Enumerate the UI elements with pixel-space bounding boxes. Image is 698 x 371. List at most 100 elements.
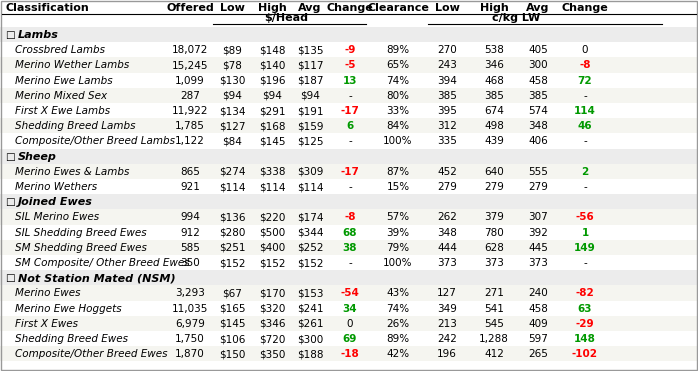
Text: 348: 348 [437,228,457,238]
Text: 11,922: 11,922 [172,106,208,116]
Bar [0,285,698,301]
Text: 15%: 15% [387,182,410,192]
Text: 100%: 100% [383,258,413,268]
Text: 574: 574 [528,106,548,116]
Text: Merino Ewe Hoggets: Merino Ewe Hoggets [15,304,121,314]
Bar [0,118,698,134]
Text: 13: 13 [343,76,357,86]
Text: $261: $261 [297,319,323,329]
Text: $145: $145 [259,137,285,147]
Text: $89: $89 [222,45,242,55]
Text: 1,870: 1,870 [175,349,205,359]
Text: 385: 385 [484,91,504,101]
Text: First X Ewes: First X Ewes [15,319,78,329]
Text: -: - [583,258,587,268]
Text: 628: 628 [484,243,504,253]
Text: 39%: 39% [387,228,410,238]
Text: 89%: 89% [387,45,410,55]
Text: Merino Wethers: Merino Wethers [15,182,97,192]
Text: $94: $94 [262,91,282,101]
Text: 674: 674 [484,106,504,116]
Text: $291: $291 [259,106,285,116]
Text: $500: $500 [259,228,285,238]
Text: Sheep: Sheep [18,152,57,162]
Text: 385: 385 [437,91,457,101]
Text: 196: 196 [437,349,457,359]
Text: 452: 452 [437,167,457,177]
Text: $135: $135 [297,45,323,55]
Text: $338: $338 [259,167,285,177]
Text: 468: 468 [484,76,504,86]
Text: -102: -102 [572,349,598,359]
Bar [0,316,698,331]
Text: $127: $127 [218,121,245,131]
Text: Shedding Breed Lambs: Shedding Breed Lambs [15,121,135,131]
Text: 865: 865 [180,167,200,177]
Text: High: High [258,3,286,13]
Text: 57%: 57% [387,213,410,223]
Text: 89%: 89% [387,334,410,344]
Text: Avg: Avg [526,3,550,13]
Bar [0,179,698,194]
Text: Merino Ewe Lambs: Merino Ewe Lambs [15,76,112,86]
Text: 406: 406 [528,137,548,147]
Bar [0,301,698,316]
Text: 445: 445 [528,243,548,253]
Text: Merino Ewes & Lambs: Merino Ewes & Lambs [15,167,129,177]
Text: $196: $196 [259,76,285,86]
Text: 279: 279 [484,182,504,192]
Text: -: - [583,182,587,192]
Bar [0,73,698,88]
Text: 271: 271 [484,289,504,299]
Text: 15,245: 15,245 [172,60,208,70]
Text: 335: 335 [437,137,457,147]
Bar [0,255,698,270]
Text: 2: 2 [581,167,588,177]
Text: 538: 538 [484,45,504,55]
Text: High: High [480,3,508,13]
Text: 1: 1 [581,228,588,238]
Text: 0: 0 [581,45,588,55]
Text: $188: $188 [297,349,323,359]
Text: $134: $134 [218,106,245,116]
Text: 439: 439 [484,137,504,147]
Text: $114: $114 [218,182,245,192]
Text: SM Composite/ Other Breed Ewes: SM Composite/ Other Breed Ewes [15,258,190,268]
Text: $241: $241 [297,304,323,314]
Text: 348: 348 [528,121,548,131]
Text: 3,293: 3,293 [175,289,205,299]
Text: 63: 63 [578,304,592,314]
Text: 412: 412 [484,349,504,359]
Text: SM Shedding Breed Ewes: SM Shedding Breed Ewes [15,243,147,253]
Text: □: □ [5,197,15,207]
Text: Lambs: Lambs [18,30,59,40]
Text: 34: 34 [343,304,357,314]
Text: $78: $78 [222,60,242,70]
Text: 1,750: 1,750 [175,334,205,344]
Text: SIL Merino Ewes: SIL Merino Ewes [15,213,99,223]
Text: 26%: 26% [387,319,410,329]
Bar [0,240,698,255]
Text: $130: $130 [218,76,245,86]
Text: Joined Ewes: Joined Ewes [18,197,93,207]
Text: 0: 0 [347,319,353,329]
Text: First X Ewe Lambs: First X Ewe Lambs [15,106,110,116]
Text: 385: 385 [528,91,548,101]
Text: Avg: Avg [298,3,322,13]
Text: 87%: 87% [387,167,410,177]
Text: 409: 409 [528,319,548,329]
Text: $280: $280 [218,228,245,238]
Text: 43%: 43% [387,289,410,299]
Text: $187: $187 [297,76,323,86]
Text: Composite/Other Breed Lambs: Composite/Other Breed Lambs [15,137,175,147]
Text: -5: -5 [344,60,356,70]
Text: 405: 405 [528,45,548,55]
Text: 80%: 80% [387,91,410,101]
Text: 912: 912 [180,228,200,238]
Text: 597: 597 [528,334,548,344]
Text: 1,099: 1,099 [175,76,205,86]
Text: 69: 69 [343,334,357,344]
Text: 458: 458 [528,76,548,86]
Text: 46: 46 [578,121,593,131]
Text: $145: $145 [218,319,245,329]
